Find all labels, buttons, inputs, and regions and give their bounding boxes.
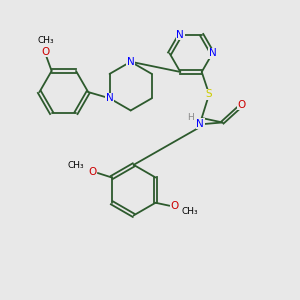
Text: O: O bbox=[171, 201, 179, 211]
Text: N: N bbox=[196, 119, 204, 129]
Text: N: N bbox=[106, 93, 113, 103]
Text: N: N bbox=[127, 57, 135, 67]
Text: CH₃: CH₃ bbox=[68, 161, 84, 170]
Text: O: O bbox=[41, 46, 50, 57]
Text: O: O bbox=[88, 167, 97, 176]
Text: H: H bbox=[187, 113, 194, 122]
Text: N: N bbox=[208, 48, 216, 59]
Text: O: O bbox=[238, 100, 246, 110]
Text: S: S bbox=[206, 89, 212, 99]
Text: CH₃: CH₃ bbox=[182, 207, 199, 216]
Text: N: N bbox=[176, 30, 184, 40]
Text: CH₃: CH₃ bbox=[38, 36, 54, 45]
